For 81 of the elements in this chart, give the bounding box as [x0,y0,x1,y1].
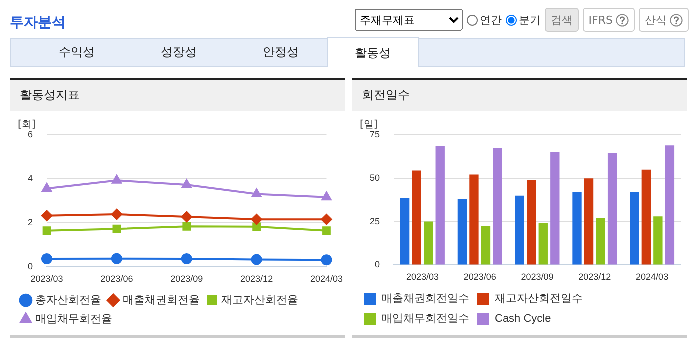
text: 주재무제표 [354,9,463,31]
bar [642,170,652,265]
text: 산식 [645,12,667,28]
bar [608,153,618,265]
point [181,211,192,222]
legend-label: 매입채무회전일수 [382,313,470,326]
x-tick-label: 2024/03 [636,272,669,282]
text: 수익성 [58,44,96,61]
x-tick-label: 2023/09 [521,272,554,282]
bar [515,196,524,265]
y-tick-label: 0 [374,260,380,270]
y-tick-label: 6 [28,129,34,140]
point [111,253,122,264]
legend-label: Cash Cycle [495,313,552,326]
bar [458,199,468,265]
point [182,180,192,188]
point [251,254,262,266]
point [42,183,52,192]
point [321,254,332,266]
chart-title: 활동성지표 [10,80,345,111]
bar [538,224,548,265]
chart-title: 회전일수 [352,80,687,111]
bar [470,174,479,265]
text: 검색 [544,8,579,32]
legend-label: 매출채권회전율 [123,294,200,307]
bar [527,180,536,265]
point [112,175,122,184]
bar [596,218,606,265]
y-axis-title: [회] [18,120,36,131]
x-tick-label: 2023/12 [578,272,612,282]
x-tick-label: 2023/12 [240,274,274,284]
text: 투자분석 [10,14,66,32]
y-tick-label: 4 [28,174,34,184]
point [322,192,332,201]
x-tick-label: 2023/06 [464,272,496,282]
legend-label: 재고자산회전율 [222,294,298,307]
bar [572,192,582,265]
y-tick-label: 25 [370,216,380,226]
legend-label: 총자산회전율 [36,294,102,307]
y-tick-label: 0 [28,262,34,272]
text: IFRS [588,14,613,26]
bar [400,198,410,265]
point [181,254,192,265]
bar [665,146,675,265]
bar [493,148,502,265]
bar [550,152,560,265]
point [322,226,331,236]
point [42,254,53,265]
point [112,224,122,234]
bar [630,192,640,265]
x-tick-label: 2023/09 [170,274,204,284]
y-tick-label: 50 [370,172,380,183]
bar [424,222,434,265]
legend-label: 매입채무회전율 [36,314,112,326]
y-tick-label: 75 [370,129,380,140]
x-tick-label: 2023/03 [30,274,64,284]
y-tick-label: 2 [28,218,34,228]
bar [654,216,663,265]
text: 연간 [480,12,502,28]
text: 안정성 [262,44,300,61]
point [252,222,261,232]
bar [584,178,594,265]
y-axis-title: [일] [360,120,378,131]
point [42,226,52,236]
point [251,214,262,226]
bar [436,146,445,265]
text: 성장성 [160,44,198,61]
x-tick-label: 2024/03 [310,274,344,284]
legend-label: 매출채권회전일수 [382,293,470,306]
x-tick-label: 2023/06 [100,274,134,284]
bar [412,170,422,265]
point [182,222,192,231]
x-tick-label: 2023/03 [406,272,439,282]
legend-label: 재고자산회전일수 [495,293,583,306]
bar [481,226,491,265]
point [321,214,332,226]
point [111,209,122,220]
point [42,210,53,222]
text: 활동성 [327,37,419,67]
point [252,188,262,198]
text: 분기 [518,12,541,28]
